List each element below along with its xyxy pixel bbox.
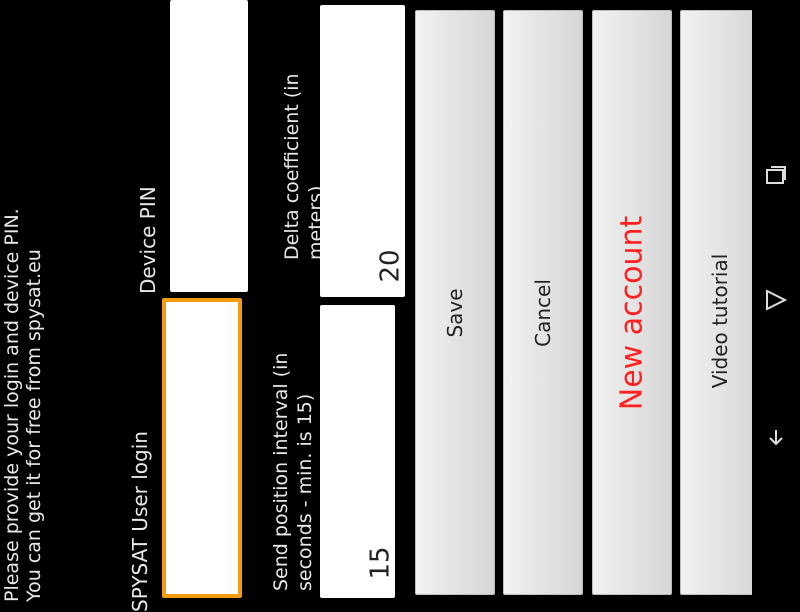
interval-label-line-2: seconds - min. is 15) xyxy=(294,393,316,591)
interval-label: Send position interval (in seconds - min… xyxy=(269,331,319,591)
save-button-label: Save xyxy=(443,288,467,338)
intro-text: Please provide your login and device PIN… xyxy=(1,2,45,602)
login-input[interactable] xyxy=(162,298,242,598)
pin-input[interactable] xyxy=(170,0,248,292)
new-account-button[interactable]: New account xyxy=(592,10,672,595)
video-tutorial-button[interactable]: Video tutorial xyxy=(680,10,760,595)
system-navigation-bar xyxy=(752,0,800,600)
back-icon[interactable] xyxy=(762,424,790,452)
home-icon[interactable] xyxy=(762,286,790,314)
delta-input[interactable]: 20 xyxy=(320,5,405,297)
intro-line-1: Please provide your login and device PIN… xyxy=(1,208,23,602)
interval-value: 15 xyxy=(365,546,396,580)
intro-line-2: You can get it for free from spysat.eu xyxy=(23,249,45,602)
cancel-button-label: Cancel xyxy=(531,279,555,347)
delta-label-line-1: Delta coefficient (in xyxy=(281,73,303,260)
new-account-button-label: New account xyxy=(614,215,650,411)
save-button[interactable]: Save xyxy=(415,10,495,595)
recent-apps-icon[interactable] xyxy=(762,162,790,190)
video-tutorial-button-label: Video tutorial xyxy=(708,253,732,389)
pin-label: Device PIN xyxy=(136,186,160,294)
login-label: SPYSAT User login xyxy=(128,431,152,612)
interval-label-line-1: Send position interval (in xyxy=(270,352,292,591)
interval-input[interactable]: 15 xyxy=(320,305,395,598)
delta-value: 20 xyxy=(375,249,406,283)
cancel-button[interactable]: Cancel xyxy=(503,10,583,595)
